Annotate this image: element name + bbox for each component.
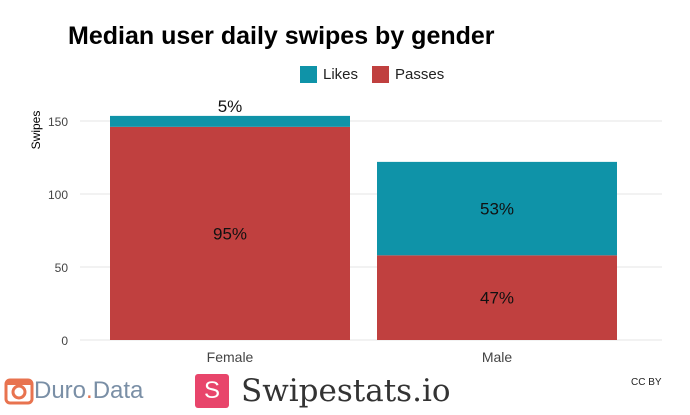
y-tick-label: 150 <box>48 115 68 129</box>
y-axis-label: Swipes <box>29 111 43 150</box>
legend-swatch-passes <box>372 66 390 83</box>
data-text: Data <box>92 377 144 404</box>
license-text: CC BY <box>631 377 662 388</box>
legend: Likes Passes <box>300 66 458 83</box>
y-tick-label: 0 <box>61 334 68 348</box>
legend-label-likes: Likes <box>323 66 359 83</box>
bar-likes-female <box>110 115 350 127</box>
swipestats-text: Swipestats.io <box>241 373 451 409</box>
data-label: 95% <box>213 224 247 243</box>
bar-passes-female <box>110 126 350 340</box>
bar-passes-male <box>377 255 617 340</box>
x-tick-label: Female <box>207 349 254 365</box>
bar-likes-male <box>377 161 617 256</box>
y-tick-label: 100 <box>48 188 68 202</box>
legend-item-passes: Passes <box>372 66 444 83</box>
swipestats-icon: S <box>195 374 229 408</box>
duro-data-logo: Duro. Data <box>4 376 143 406</box>
data-label: 47% <box>480 289 514 308</box>
y-tick-label: 50 <box>55 261 69 275</box>
swipestats-logo: S Swipestats.io <box>195 373 451 409</box>
x-tick-label: Male <box>482 349 513 365</box>
legend-item-likes: Likes <box>300 66 358 83</box>
legend-label-passes: Passes <box>395 66 445 83</box>
duro-dot: . <box>86 377 93 404</box>
data-label: 5% <box>218 97 243 116</box>
legend-swatch-likes <box>300 66 317 83</box>
chart-title: Median user daily swipes by gender <box>68 22 495 50</box>
data-label: 53% <box>480 200 514 219</box>
duro-text: Duro <box>34 377 87 404</box>
camera-icon <box>4 378 34 405</box>
